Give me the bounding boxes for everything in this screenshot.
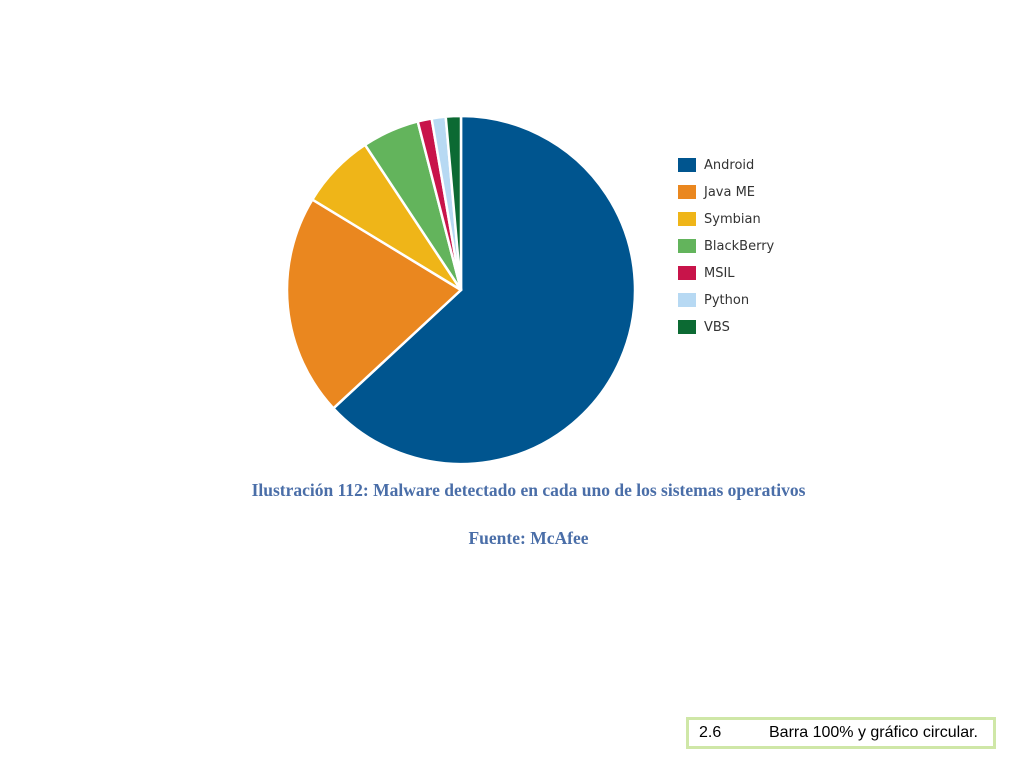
legend-item-vbs: VBS bbox=[678, 318, 774, 336]
legend-swatch bbox=[678, 212, 696, 226]
legend-label: MSIL bbox=[704, 265, 735, 281]
pie-chart bbox=[285, 114, 637, 466]
legend-item-symbian: Symbian bbox=[678, 210, 774, 228]
legend-item-android: Android bbox=[678, 156, 774, 174]
legend-item-java-me: Java ME bbox=[678, 183, 774, 201]
legend-label: Android bbox=[704, 157, 755, 173]
legend-label: Java ME bbox=[704, 184, 756, 200]
chart-legend: Android Java ME Symbian BlackBerry MSIL Pytho… bbox=[678, 156, 774, 336]
pie-slice-vbs bbox=[444, 114, 463, 292]
legend-swatch bbox=[678, 293, 696, 307]
legend-swatch bbox=[678, 239, 696, 253]
legend-label: VBS bbox=[704, 319, 730, 335]
pie-slice-java-me bbox=[285, 198, 463, 410]
legend-swatch bbox=[678, 185, 696, 199]
footer-text: Barra 100% y gráfico circular. bbox=[769, 724, 978, 741]
legend-item-python: Python bbox=[678, 291, 774, 309]
figure-source: Fuente: McAfee bbox=[468, 528, 589, 548]
pie-slice-android bbox=[332, 114, 637, 466]
figure-caption: Ilustración 112: Malware detectado en ca… bbox=[251, 480, 806, 500]
legend-item-blackberry: BlackBerry bbox=[678, 237, 774, 255]
legend-label: Symbian bbox=[704, 211, 761, 227]
legend-label: Python bbox=[704, 292, 750, 308]
footer-box: 2.6 Barra 100% y gráfico circular. bbox=[686, 717, 996, 749]
legend-swatch bbox=[678, 320, 696, 334]
legend-item-msil: MSIL bbox=[678, 264, 774, 282]
legend-swatch bbox=[678, 158, 696, 172]
footer-number: 2.6 bbox=[699, 724, 722, 741]
legend-label: BlackBerry bbox=[704, 238, 775, 254]
legend-swatch bbox=[678, 266, 696, 280]
